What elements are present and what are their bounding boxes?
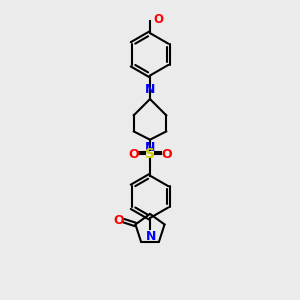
Text: N: N — [146, 230, 156, 243]
Text: N: N — [145, 141, 155, 154]
Text: O: O — [161, 148, 172, 161]
Text: O: O — [128, 148, 139, 161]
Text: O: O — [153, 13, 163, 26]
Text: N: N — [145, 82, 155, 95]
Text: O: O — [113, 214, 124, 227]
Text: S: S — [145, 147, 155, 161]
